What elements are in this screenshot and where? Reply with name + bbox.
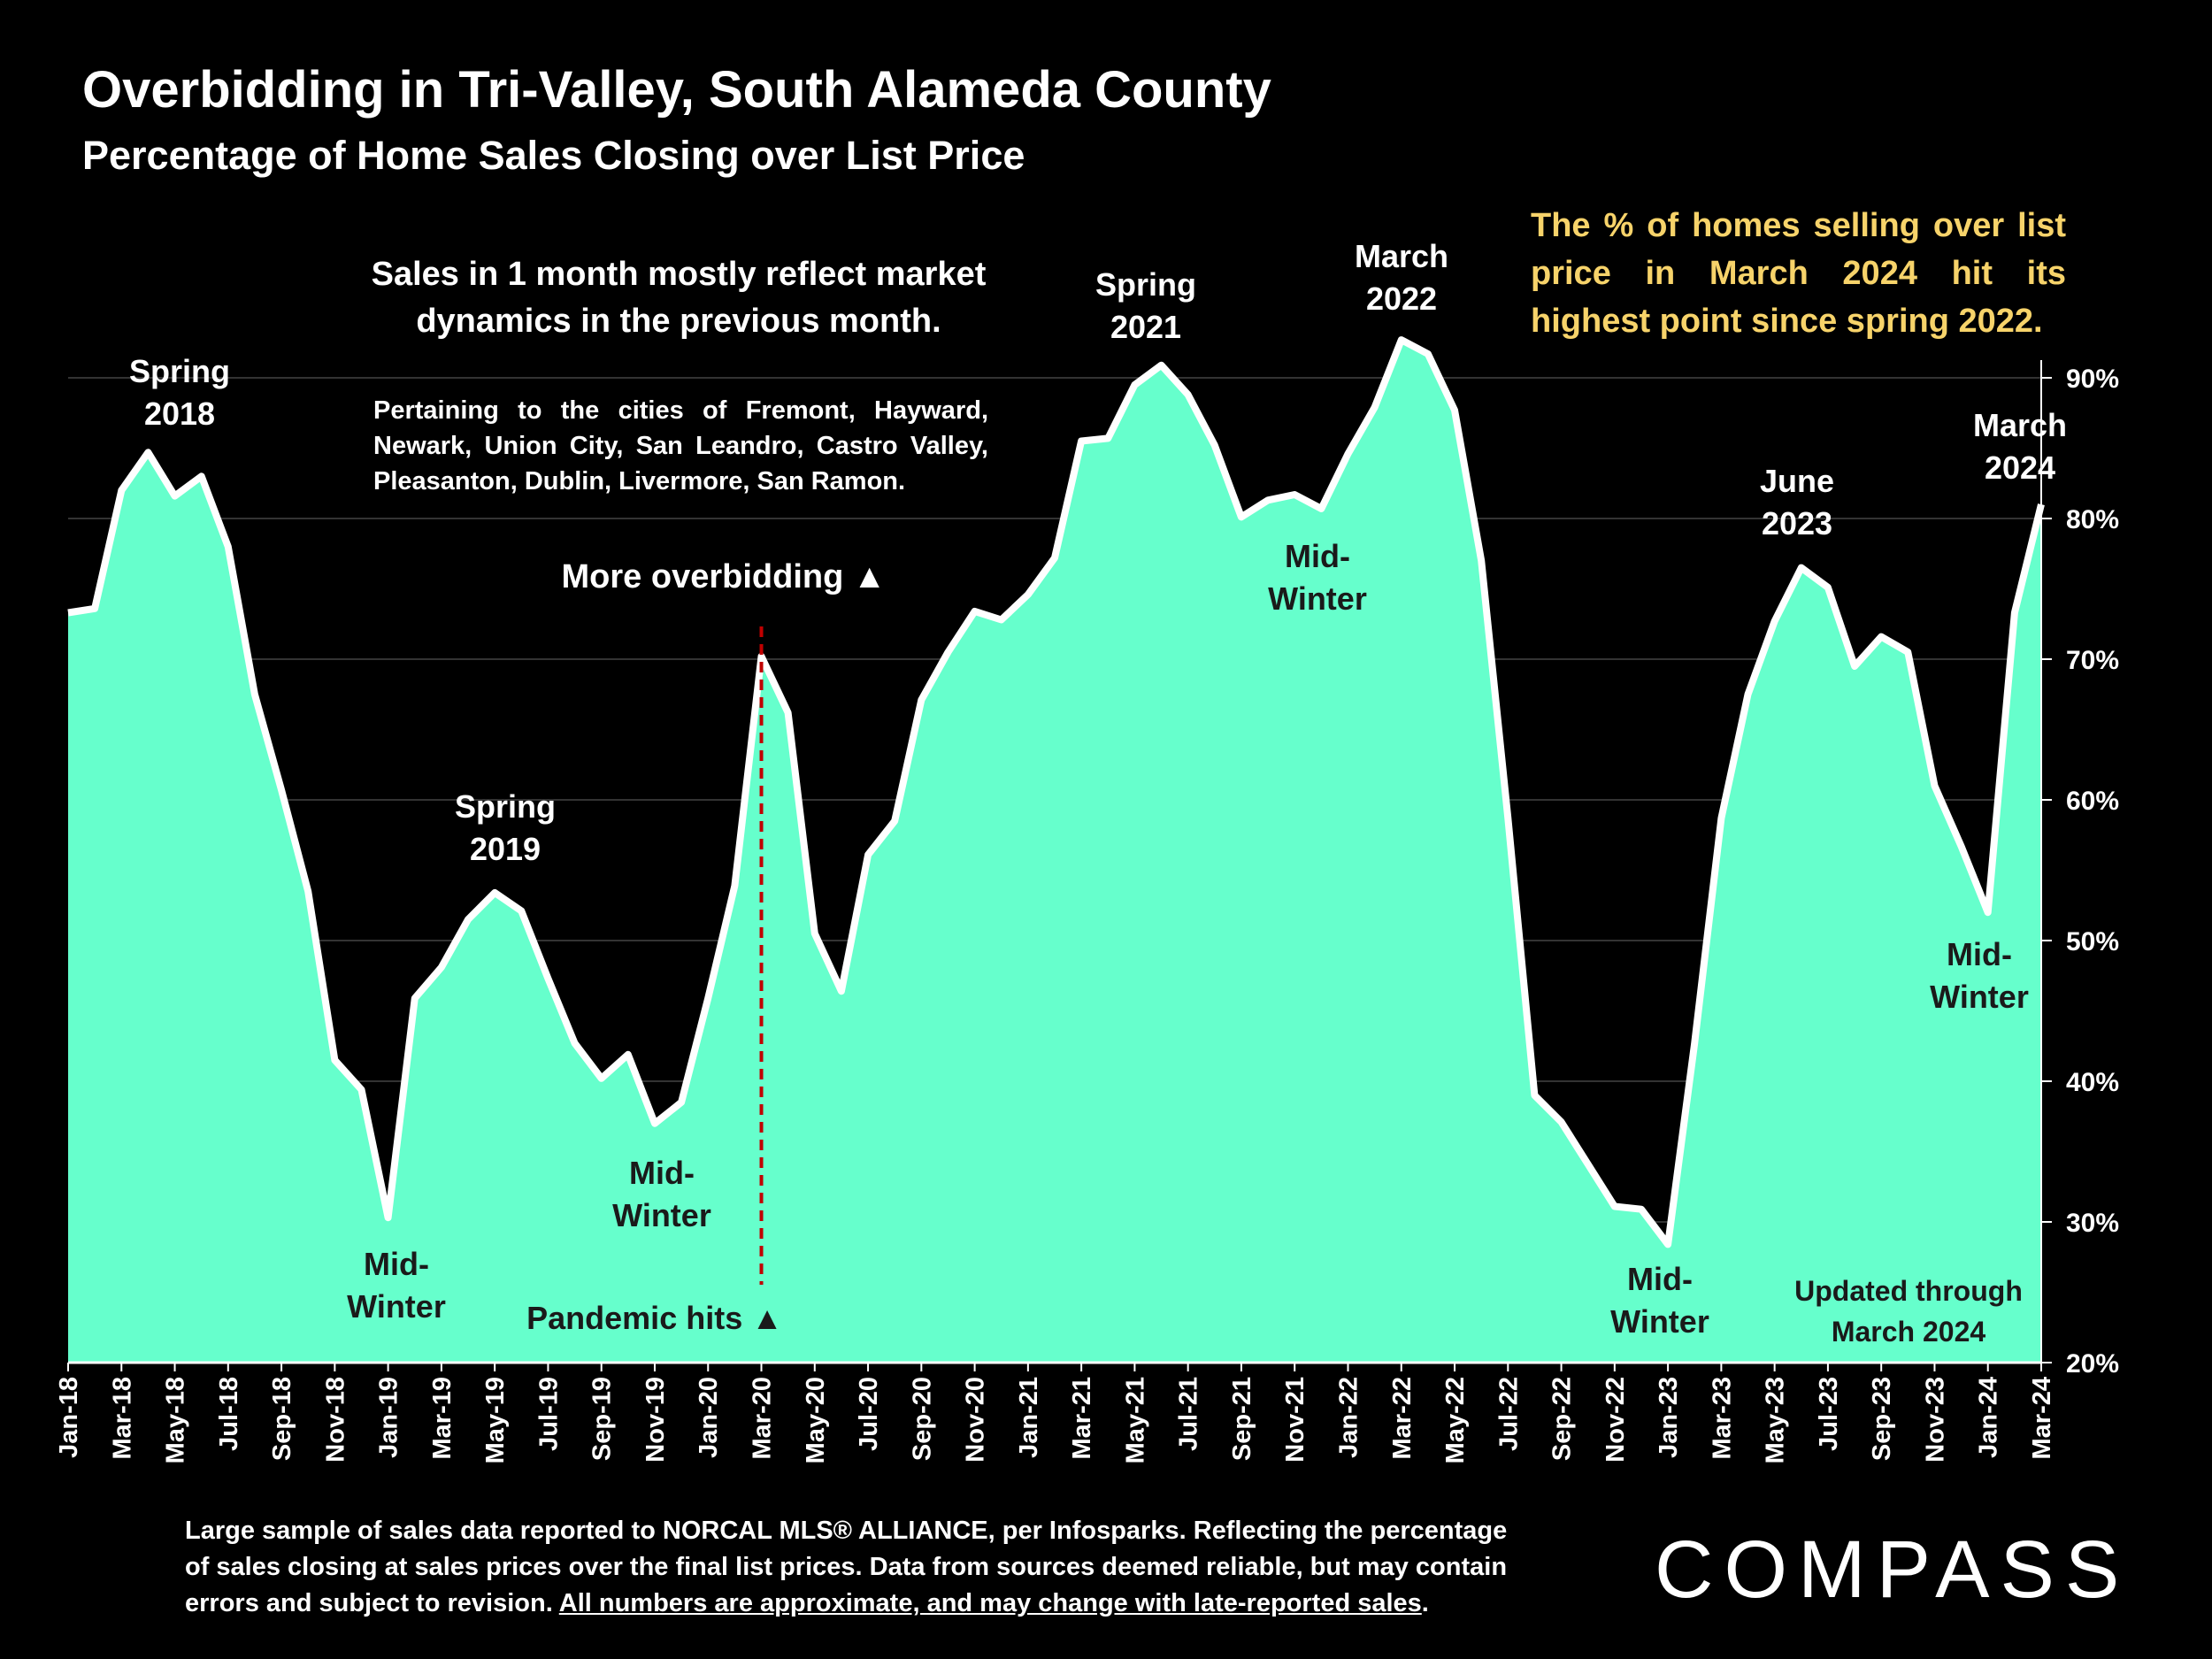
- x-tick-label: Sep-19: [588, 1377, 617, 1461]
- sales-note: Sales in 1 month mostly reflect market dy…: [371, 256, 987, 340]
- x-tick-label: Nov-21: [1281, 1377, 1310, 1463]
- label-spring-2021: Spring 2021: [1095, 266, 1196, 345]
- x-tick-label: May-23: [1762, 1377, 1790, 1463]
- x-tick-label: Jul-23: [1815, 1377, 1843, 1451]
- x-tick-label: Jan-22: [1334, 1377, 1363, 1458]
- series-line: [67, 336, 2045, 1248]
- x-tick-label: Jan-18: [55, 1377, 83, 1458]
- y-axis: 20% 30% 40% 50% 60% 70% 80% 90%: [2040, 360, 2119, 1379]
- more-overbidding-label: More overbidding ▲: [561, 558, 887, 595]
- y-tick-label: 20%: [2066, 1349, 2119, 1379]
- footer-source-note: Large sample of sales data reported to N…: [185, 1517, 1508, 1617]
- label-spring-2018: Spring 2018: [129, 353, 230, 432]
- chart-subtitle: Percentage of Home Sales Closing over Li…: [82, 133, 1025, 178]
- x-tick-label: Jul-20: [855, 1377, 883, 1451]
- label-mid-winter-2020: Mid- Winter: [612, 1155, 711, 1233]
- label-june-2023: June 2023: [1759, 463, 1835, 541]
- y-tick-label: 30%: [2066, 1209, 2119, 1238]
- cities-note: Pertaining to the cities of Fremont, Hay…: [373, 396, 988, 495]
- y-tick-label: 50%: [2066, 927, 2119, 956]
- y-tick-label: 60%: [2066, 787, 2119, 816]
- x-tick-label: Mar-19: [428, 1377, 457, 1460]
- label-mid-winter-2019: Mid- Winter: [347, 1246, 446, 1325]
- x-tick-label: Nov-19: [641, 1377, 670, 1463]
- x-tick-label: Nov-20: [962, 1377, 990, 1463]
- y-tick-label: 80%: [2066, 505, 2119, 534]
- x-tick-label: Mar-20: [749, 1377, 777, 1460]
- approximate-disclaimer: All numbers are approximate, and may cha…: [558, 1589, 1422, 1617]
- label-mid-winter-2023: Mid- Winter: [1610, 1261, 1709, 1340]
- label-mid-winter-2024: Mid- Winter: [1930, 936, 2029, 1015]
- x-tick-label: Jul-18: [215, 1377, 243, 1451]
- pandemic-hits-label: Pandemic hits ▲: [526, 1300, 783, 1336]
- y-tick-label: 90%: [2066, 365, 2119, 394]
- x-tick-label: Mar-18: [108, 1377, 136, 1460]
- x-tick-label: Mar-24: [2028, 1377, 2056, 1460]
- label-march-2024: March 2024: [1972, 407, 2068, 486]
- label-mid-winter-2022: Mid- Winter: [1268, 538, 1367, 617]
- x-tick-label: Sep-23: [1868, 1377, 1896, 1461]
- x-tick-label: Jan-20: [695, 1377, 723, 1458]
- x-tick-label: Jan-23: [1655, 1377, 1683, 1458]
- area-fill: [68, 340, 2041, 1363]
- x-tick-label: Nov-18: [321, 1377, 349, 1463]
- x-tick-label: Sep-18: [268, 1377, 296, 1461]
- x-tick-label: May-18: [162, 1377, 190, 1463]
- highlight-note: The % of homes selling over list price i…: [1531, 207, 2066, 340]
- x-tick-label: May-20: [802, 1377, 830, 1463]
- x-tick-label: Mar-23: [1708, 1377, 1736, 1460]
- x-tick-label: Jan-19: [375, 1377, 403, 1458]
- x-tick-label: Nov-22: [1601, 1377, 1630, 1463]
- x-tick-label: Jan-24: [1975, 1377, 2003, 1458]
- y-tick-label: 70%: [2066, 646, 2119, 675]
- x-tick-label: Jan-21: [1015, 1377, 1043, 1458]
- x-tick-label: Mar-21: [1068, 1377, 1096, 1460]
- x-tick-label: Sep-21: [1228, 1377, 1256, 1461]
- label-spring-2019: Spring 2019: [455, 788, 556, 867]
- updated-through-label: Updated through March 2024: [1794, 1275, 2023, 1348]
- x-tick-label: Sep-22: [1548, 1377, 1577, 1461]
- y-tick-label: 40%: [2066, 1068, 2119, 1097]
- x-tick-label: Jul-21: [1175, 1377, 1203, 1451]
- x-tick-label: May-22: [1441, 1377, 1470, 1463]
- label-march-2022: March 2022: [1354, 238, 1449, 317]
- x-tick-label: May-19: [481, 1377, 510, 1463]
- x-tick-label: Sep-20: [908, 1377, 936, 1461]
- x-tick-label: May-21: [1121, 1377, 1149, 1463]
- chart-title: Overbidding in Tri-Valley, South Alameda…: [82, 61, 1271, 119]
- x-tick-label: Nov-23: [1921, 1377, 1949, 1463]
- x-axis: Jan-18 Mar-18 May-18 Jul-18 Sep-18 Nov-18 Jan-…: [55, 1361, 2056, 1463]
- compass-logo: COMPASS: [1655, 1525, 2131, 1615]
- x-tick-label: Mar-22: [1388, 1377, 1417, 1460]
- x-tick-label: Jul-22: [1494, 1377, 1523, 1451]
- x-tick-label: Jul-19: [534, 1377, 563, 1451]
